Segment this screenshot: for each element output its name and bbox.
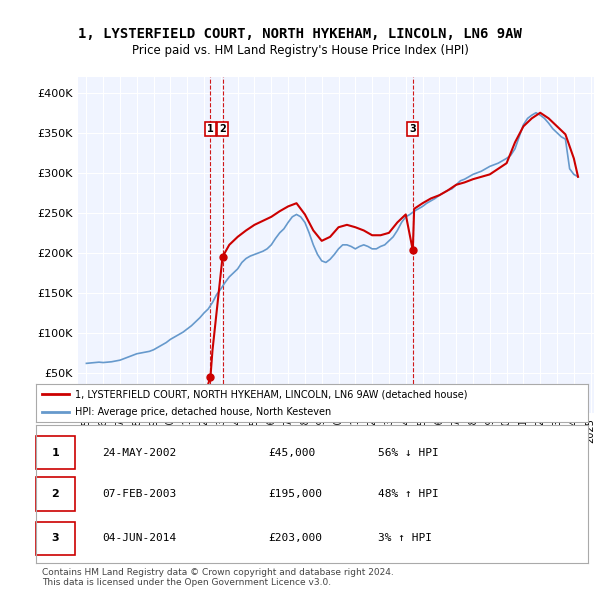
Text: 3: 3 [52, 533, 59, 543]
Text: 24-MAY-2002: 24-MAY-2002 [102, 448, 176, 457]
FancyBboxPatch shape [36, 477, 74, 511]
Text: This data is licensed under the Open Government Licence v3.0.: This data is licensed under the Open Gov… [42, 578, 331, 587]
Text: 1: 1 [207, 124, 214, 134]
Text: 48% ↑ HPI: 48% ↑ HPI [378, 489, 439, 499]
Text: 1, LYSTERFIELD COURT, NORTH HYKEHAM, LINCOLN, LN6 9AW (detached house): 1, LYSTERFIELD COURT, NORTH HYKEHAM, LIN… [74, 389, 467, 399]
Text: 1, LYSTERFIELD COURT, NORTH HYKEHAM, LINCOLN, LN6 9AW: 1, LYSTERFIELD COURT, NORTH HYKEHAM, LIN… [78, 27, 522, 41]
Text: £203,000: £203,000 [268, 533, 322, 543]
Text: 3: 3 [409, 124, 416, 134]
FancyBboxPatch shape [36, 436, 74, 469]
Text: HPI: Average price, detached house, North Kesteven: HPI: Average price, detached house, Nort… [74, 407, 331, 417]
Text: Contains HM Land Registry data © Crown copyright and database right 2024.: Contains HM Land Registry data © Crown c… [42, 568, 394, 576]
Text: 56% ↓ HPI: 56% ↓ HPI [378, 448, 439, 457]
Text: £45,000: £45,000 [268, 448, 315, 457]
Text: 07-FEB-2003: 07-FEB-2003 [102, 489, 176, 499]
Text: 3% ↑ HPI: 3% ↑ HPI [378, 533, 432, 543]
Text: Price paid vs. HM Land Registry's House Price Index (HPI): Price paid vs. HM Land Registry's House … [131, 44, 469, 57]
FancyBboxPatch shape [36, 522, 74, 555]
Text: 2: 2 [219, 124, 226, 134]
Text: 1: 1 [52, 448, 59, 457]
Text: 04-JUN-2014: 04-JUN-2014 [102, 533, 176, 543]
Text: 2: 2 [52, 489, 59, 499]
Text: £195,000: £195,000 [268, 489, 322, 499]
